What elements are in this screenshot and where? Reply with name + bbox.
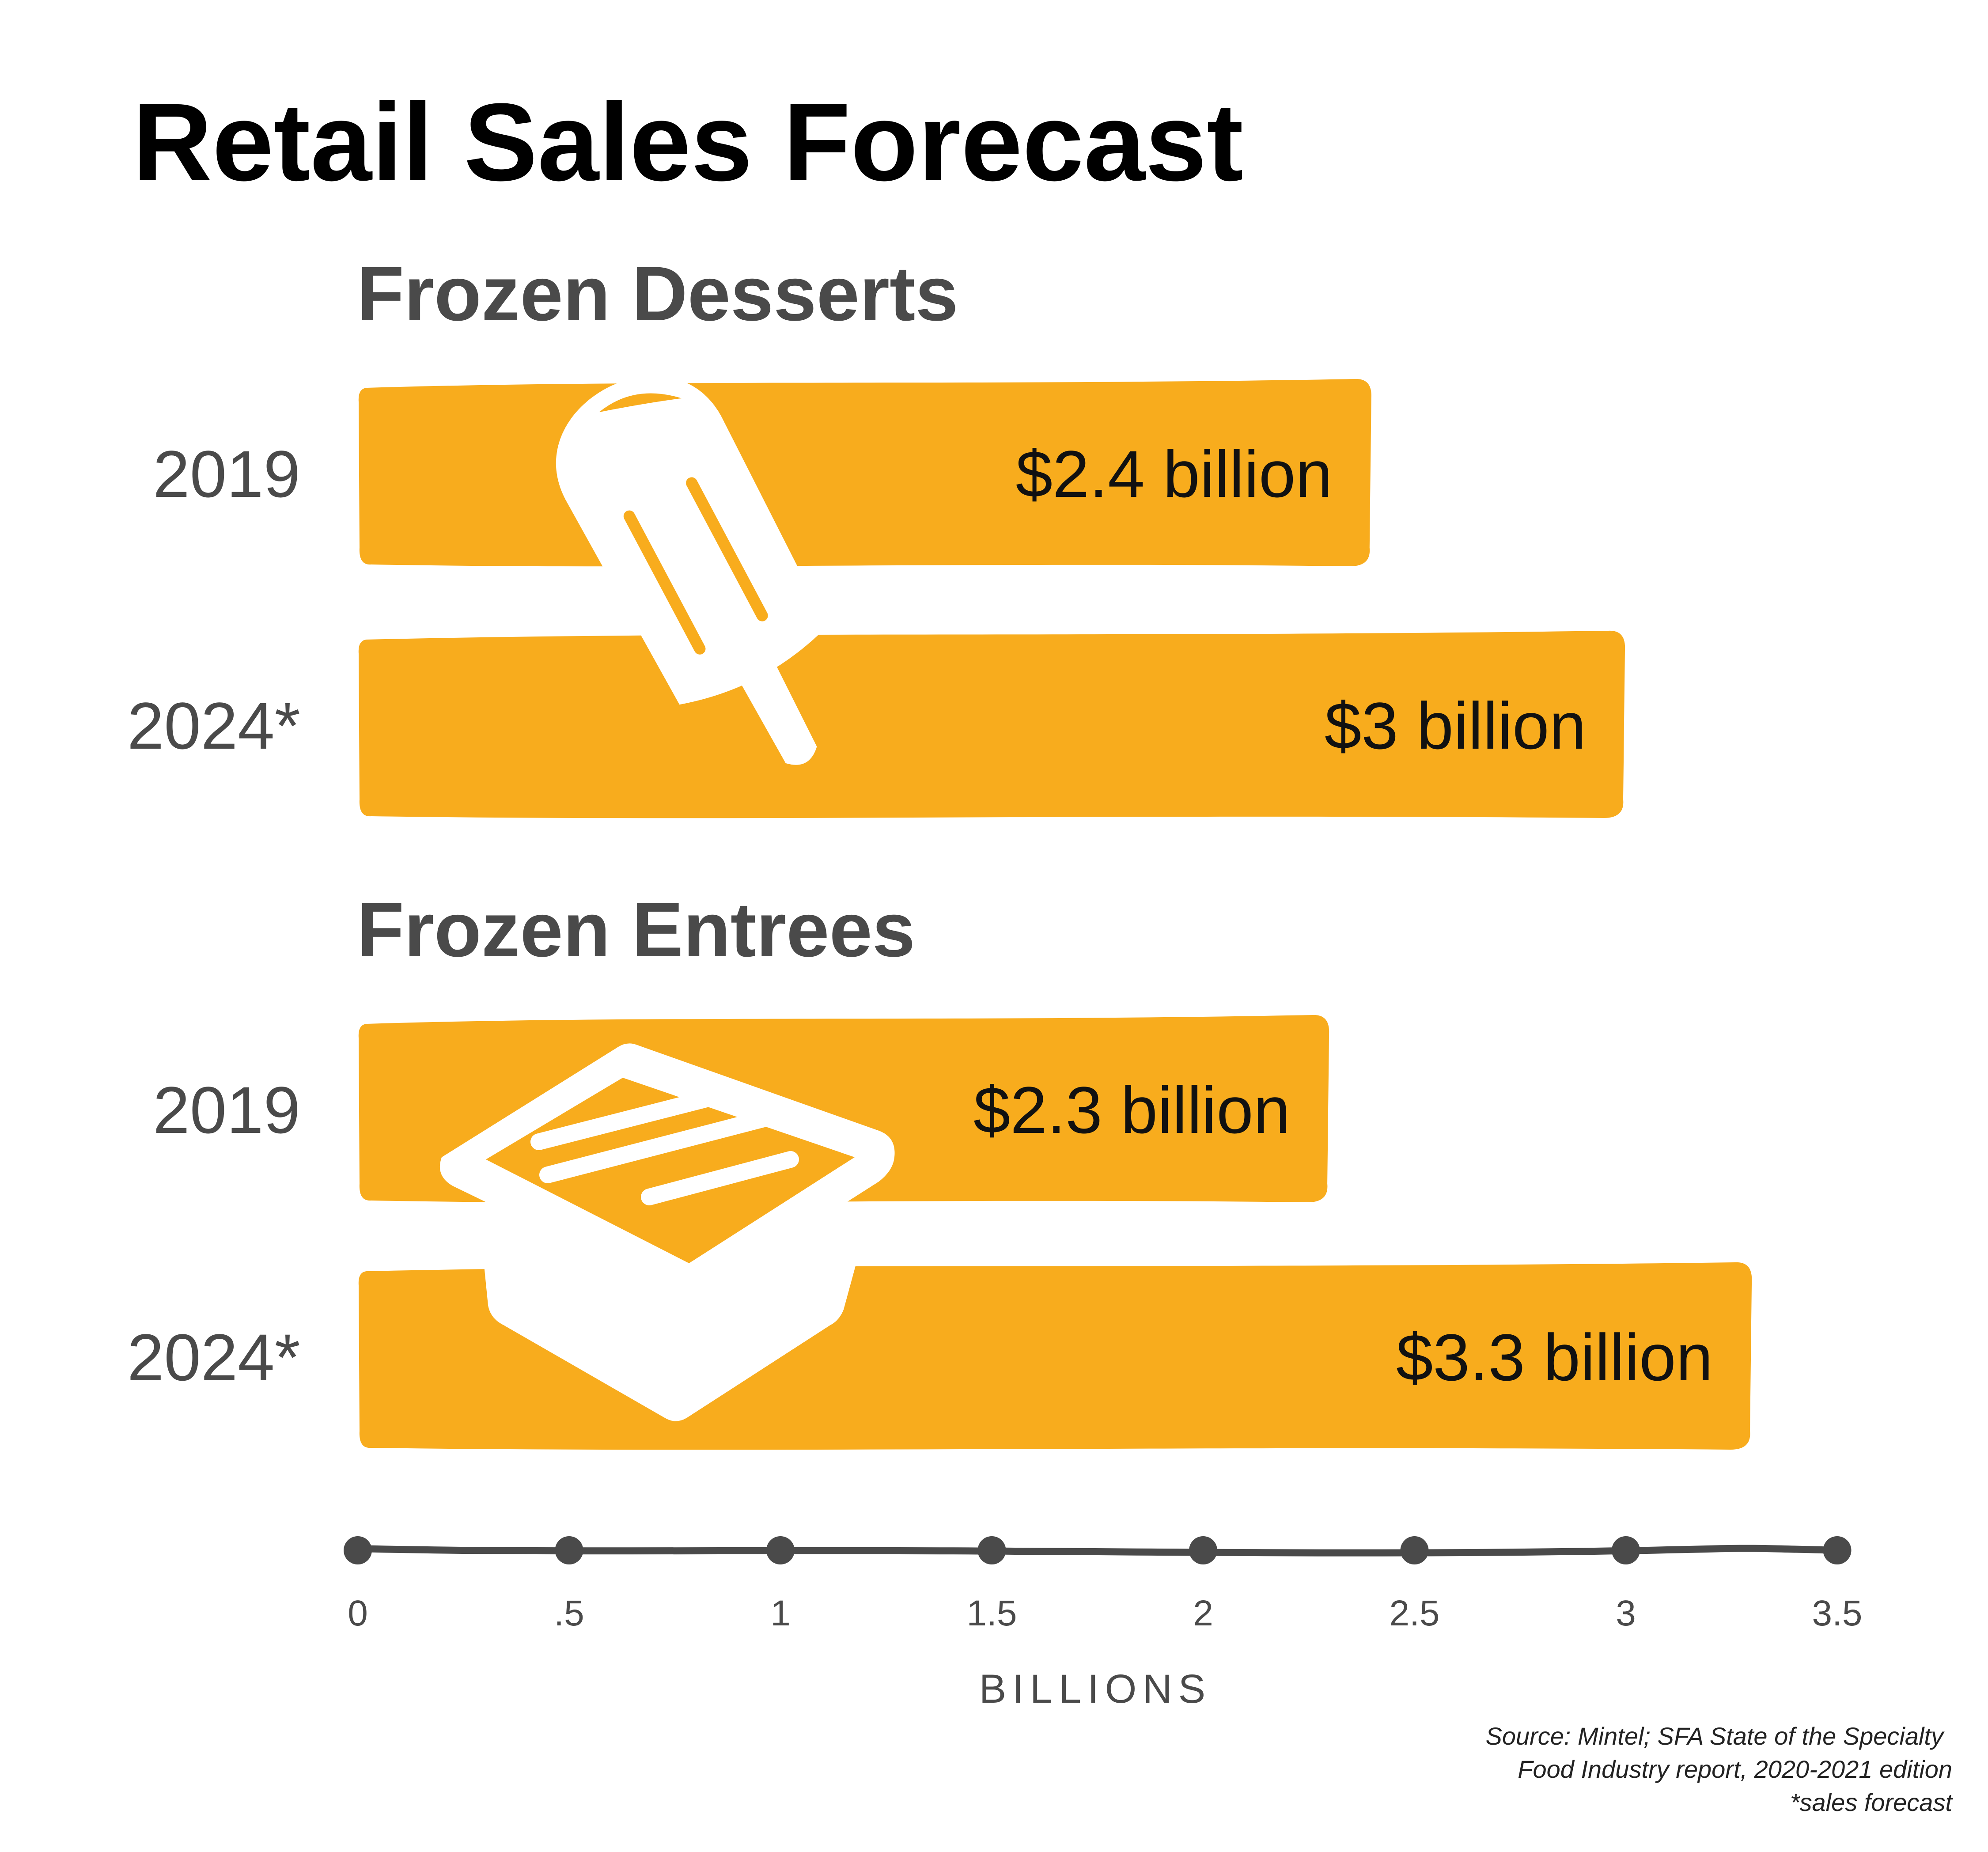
forecast-footnote: *sales forecast — [1790, 1788, 1954, 1816]
frozen-meal-tray-icon — [439, 1043, 895, 1421]
x-axis-line — [354, 1545, 1841, 1557]
bar-value-label: $3.3 billion — [1396, 1320, 1713, 1394]
x-axis-tick-label: .5 — [554, 1593, 584, 1633]
source-line-2: Food Industry report, 2020-2021 edition — [1518, 1755, 1952, 1783]
x-axis-tick-dot — [1823, 1536, 1852, 1564]
chart-title: Retail Sales Forecast — [133, 80, 1243, 204]
x-axis-tick-dot — [555, 1536, 583, 1564]
x-axis-tick-label: 2.5 — [1390, 1593, 1440, 1633]
x-axis-tick-dot — [977, 1536, 1006, 1564]
x-axis-label: BILLIONS — [979, 1666, 1212, 1712]
bar-value-label: $3 billion — [1325, 689, 1586, 763]
category-label: 2024* — [127, 1320, 300, 1394]
bar-value-label: $2.4 billion — [1016, 437, 1333, 511]
popsicle-icon — [556, 376, 828, 765]
x-axis-tick-label: 3.5 — [1812, 1593, 1863, 1633]
icons-layer — [439, 376, 895, 1421]
bar-value-label: $2.3 billion — [973, 1073, 1290, 1147]
category-label: 2024* — [127, 689, 300, 763]
x-axis-tick-dot — [766, 1536, 795, 1564]
group-heading-frozen-desserts: Frozen Desserts — [357, 251, 958, 337]
x-axis-tick-dot — [1189, 1536, 1217, 1564]
source-line-1: Source: Mintel; SFA State of the Special… — [1486, 1722, 1945, 1750]
x-axis-tick-label: 2 — [1193, 1593, 1213, 1633]
x-axis-tick-dot — [344, 1536, 372, 1564]
category-label: 2019 — [153, 1073, 300, 1147]
labels-layer: Frozen Desserts 2019 $2.4 billion 2024* $3 b… — [127, 251, 1713, 1394]
x-axis-tick-label: 1.5 — [967, 1593, 1017, 1633]
x-axis-tick-dot — [1400, 1536, 1429, 1564]
x-axis-tick-label: 0 — [348, 1593, 368, 1633]
x-axis-tick-dot — [1612, 1536, 1640, 1564]
x-axis-tick-label: 1 — [770, 1593, 791, 1633]
x-axis: 0 .5 1 1.5 2 2.5 3 3.5 — [344, 1536, 1863, 1633]
x-axis-tick-label: 3 — [1616, 1593, 1636, 1633]
group-heading-frozen-entrees: Frozen Entrees — [357, 887, 915, 973]
category-label: 2019 — [153, 437, 300, 511]
footnotes: Source: Mintel; SFA State of the Special… — [1486, 1722, 1954, 1816]
